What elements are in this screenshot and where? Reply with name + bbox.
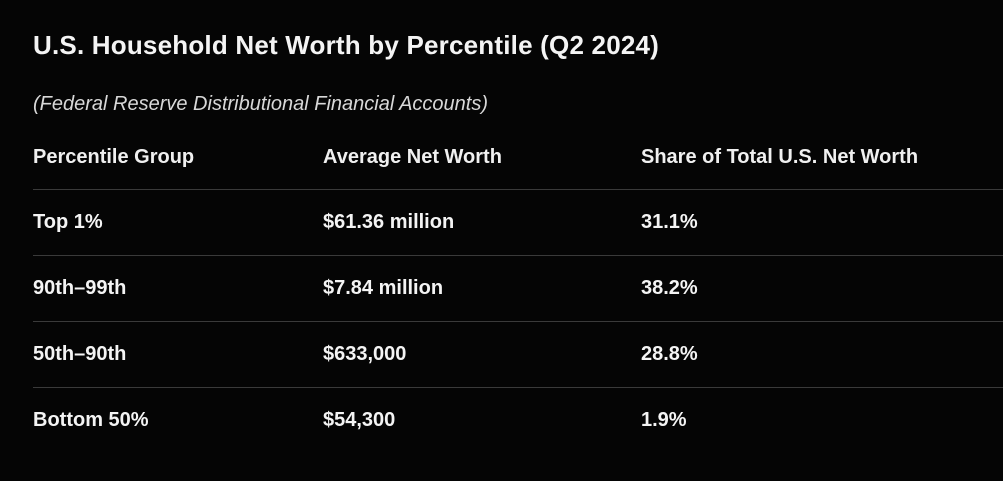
cell-share-of-total: 31.1% (641, 189, 1003, 256)
column-header-average-net-worth: Average Net Worth (323, 126, 641, 190)
net-worth-table: Percentile Group Average Net Worth Share… (33, 126, 1003, 453)
cell-average-net-worth: $54,300 (323, 409, 396, 431)
column-header-share-of-total: Share of Total U.S. Net Worth (641, 126, 1003, 190)
chart-title: U.S. Household Net Worth by Percentile (… (33, 30, 660, 60)
cell-average-net-worth: $633,000 (323, 321, 641, 388)
table-row: 50th–90th $633,000 28.8% (33, 321, 1003, 388)
cell-percentile-group: 50th–90th (33, 321, 323, 388)
table-row: Bottom 50% $54,300 1.9% (33, 388, 1003, 454)
cell-percentile-group: Bottom 50% (33, 409, 149, 431)
table-row: 90th–99th $7.84 million 38.2% (33, 255, 1003, 322)
cell-share-of-total: 1.9% (641, 409, 687, 431)
cell-percentile-group: Top 1% (33, 189, 323, 256)
table-header-row: Percentile Group Average Net Worth Share… (33, 126, 1003, 190)
table-row: Top 1% $61.36 million 31.1% (33, 189, 1003, 256)
cell-share-of-total: 38.2% (641, 255, 1003, 322)
cell-percentile-group: 90th–99th (33, 255, 323, 322)
cell-average-net-worth: $7.84 million (323, 255, 641, 322)
cell-share-of-total: 28.8% (641, 321, 1003, 388)
column-header-percentile-group: Percentile Group (33, 126, 323, 190)
cell-average-net-worth: $61.36 million (323, 189, 641, 256)
chart-subtitle: (Federal Reserve Distributional Financia… (33, 93, 488, 115)
